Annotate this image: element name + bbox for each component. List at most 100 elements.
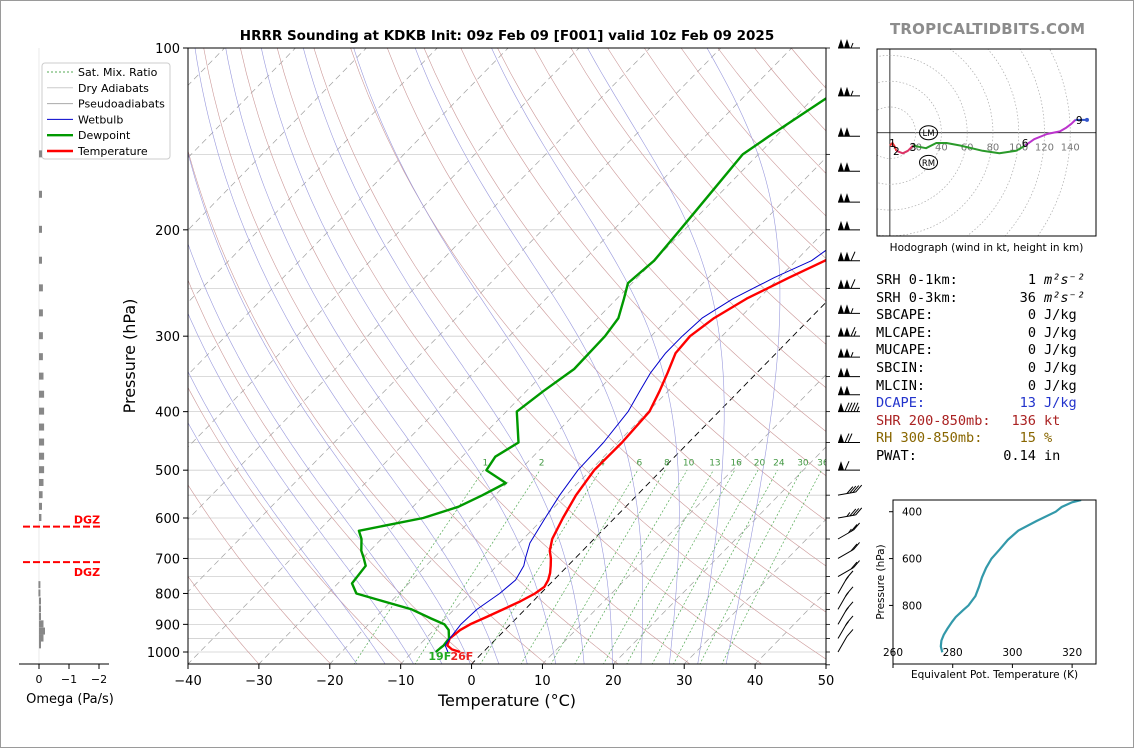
x-axis-label: Temperature (°C) (437, 691, 576, 710)
x-tick-label: −40 (174, 674, 201, 689)
isotherm (188, 48, 792, 664)
omega-bar (39, 597, 41, 605)
mixing-ratio-line (479, 470, 601, 664)
wind-barb (838, 39, 860, 49)
x-tick-label: −20 (316, 674, 343, 689)
wind-barb (838, 385, 860, 396)
skewt-frame (187, 47, 827, 665)
mixing-ratio-label: 24 (773, 459, 785, 469)
legend-entry: Wetbulb (78, 113, 123, 126)
omega-bar (39, 332, 43, 340)
omega-tick-label: 0 (36, 673, 43, 686)
stat-unit: J/kg (1044, 342, 1077, 359)
isotherm (541, 374, 826, 664)
hodo-height-label: 9 (1076, 115, 1083, 127)
skewt-plot: 1 2 4 6 8 10 13 16 20 24 30 36 (188, 48, 826, 664)
stats-panel: SRH 0-1km: 1 m²s⁻² SRH 0-3km: 36 m²s⁻² SBCAPE:… (876, 272, 1096, 466)
isotherm (612, 446, 826, 664)
omega-bar (39, 256, 42, 264)
dry-adiabat (570, 48, 826, 345)
hodo-ring-label: 20 (909, 143, 922, 154)
dry-adiabat (188, 149, 547, 664)
moist-adiabat (188, 370, 386, 664)
dry-adiabat (188, 386, 404, 664)
stat-value: 0 (1027, 324, 1036, 341)
stat-label: MLCIN: (876, 377, 926, 394)
moist-adiabat (587, 48, 725, 664)
omega-bar (39, 491, 43, 499)
wind-barb (837, 542, 860, 559)
omega-bar (39, 466, 45, 474)
moist-adiabat (194, 48, 500, 664)
moist-adiabat (491, 48, 680, 664)
wind-barb (837, 560, 860, 577)
theta-e-y-label: Pressure (hPa) (875, 544, 887, 619)
y-tick-label: 900 (155, 618, 180, 633)
isotherm (329, 157, 826, 664)
wind-barb (838, 251, 860, 262)
mixing-ratio-label: 10 (683, 459, 695, 469)
y-tick-label: 600 (155, 512, 180, 527)
mixing-ratio-line (721, 470, 822, 664)
wind-barb (838, 220, 860, 231)
stat-unit: J/kg (1044, 395, 1077, 412)
mixing-ratio-line (651, 470, 759, 664)
dgz-label: DGZ (74, 566, 100, 579)
stat-unit: m²s⁻² (1044, 289, 1085, 306)
hodo-ring-label: 40 (935, 143, 948, 154)
mixing-ratio-line (353, 470, 484, 664)
wind-barb (837, 586, 854, 610)
x-tick-label: 30 (676, 674, 693, 689)
theta-e-x-tick-label: 260 (883, 647, 903, 659)
hodo-ring-label: 120 (1035, 143, 1054, 154)
mixing-ratio-label: 6 (637, 459, 643, 469)
stat-value: 0 (1027, 377, 1036, 394)
stat-row: DCAPE: 13 J/kg (876, 395, 1096, 413)
isotherm (400, 229, 826, 664)
omega-bar (39, 612, 41, 620)
stat-label: SHR 200-850mb: (876, 412, 991, 429)
isotherm (188, 48, 722, 593)
wind-barb (838, 460, 860, 471)
theta-e-x-tick-label: 320 (1062, 647, 1082, 659)
hodo-ring (877, 55, 968, 211)
stat-unit: m²s⁻² (1044, 272, 1085, 288)
omega-panel: 0 −1 −2 Omega (Pa/s) DGZ DGZ (19, 48, 114, 707)
dry-adiabat (313, 48, 826, 660)
surface-dewpoint-label: 19F (428, 650, 451, 663)
hodo-trace (889, 142, 898, 152)
legend-box (41, 62, 171, 160)
stat-value: 0 (1027, 359, 1036, 376)
stat-row: RH 300-850mb: 15% (876, 430, 1096, 448)
storm-motion-marker (919, 154, 939, 170)
y-tick-label: 700 (155, 552, 180, 567)
dry-adiabat (188, 575, 260, 664)
moist-adiabat (353, 48, 613, 664)
stat-label: SBCIN: (876, 359, 926, 376)
stat-row: PWAT: 0.14 in (876, 448, 1096, 466)
theta-e-y-tick-label: 800 (902, 600, 922, 612)
stat-unit: J/kg (1044, 307, 1077, 324)
dry-adiabat (350, 48, 826, 613)
dry-adiabat (607, 48, 826, 302)
stat-value: 1 (1027, 272, 1036, 288)
omega-bar (39, 423, 45, 431)
mixing-ratio-label: 20 (754, 459, 766, 469)
stat-unit: J/kg (1044, 377, 1077, 394)
stat-label: RH 300-850mb: (876, 430, 983, 447)
stat-unit: % (1044, 430, 1053, 447)
omega-bar (39, 627, 45, 635)
theta-e-panel: 400 600 800 260 280 300 320 Equivalent Pot. Tem… (875, 499, 1097, 681)
storm-motion-label: LM (922, 129, 934, 139)
omega-bar (39, 390, 45, 398)
stat-row: MLCIN: 0 J/kg (876, 378, 1096, 396)
x-tick-label: −10 (387, 674, 414, 689)
hodo-frame (876, 48, 1097, 237)
y-axis-label: Pressure (hPa) (120, 299, 139, 414)
mixing-ratio-label: 30 (797, 459, 809, 469)
x-tick-label: 0 (467, 674, 475, 689)
wind-barb (838, 304, 860, 314)
dgz-label: DGZ (74, 514, 100, 527)
stat-label: SBCAPE: (876, 307, 934, 324)
